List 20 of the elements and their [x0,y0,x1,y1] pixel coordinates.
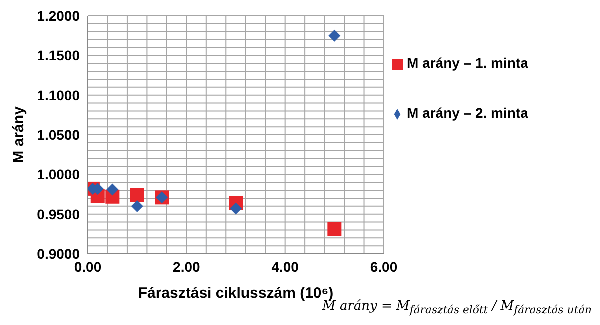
y-tick-label: 1.0000 [37,166,80,183]
point [328,222,342,236]
y-tick-label: 1.2000 [37,8,80,24]
point [131,200,144,212]
point [230,202,242,215]
x-tick-label: 4.00 [272,258,300,275]
y-tick-label: 1.1000 [37,87,80,104]
y-tick-label: 1.1500 [37,48,80,64]
y-tick-label: 0.9500 [37,206,80,222]
x-axis-title: Fárasztási ciklusszám (10⁶) [138,285,334,302]
y-axis-title: M arány [10,106,28,164]
point [328,30,341,42]
point [106,184,119,196]
legend-label: M arány – 1. minta [407,55,528,71]
text: M arány = M$_{fárasztás előtt}$ / M$_{fárasztás után}$ [322,299,592,317]
legend-label: M arány – 2. minta [407,105,528,121]
y-tick-label: 1.0500 [37,126,80,143]
point [130,188,144,202]
x-tick-label: 2.00 [173,258,201,275]
x-tick-label: 6.00 [370,258,398,275]
